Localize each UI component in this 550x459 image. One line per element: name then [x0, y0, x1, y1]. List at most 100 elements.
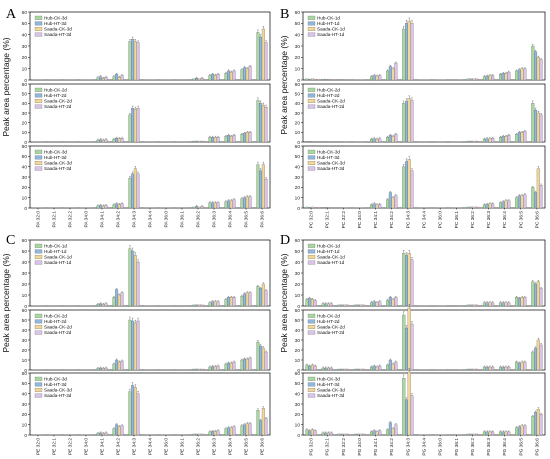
bar-pg-36-1-s1: [450, 369, 454, 371]
bar-pe-34-2-s2: [115, 359, 119, 371]
y-tick-label: 30: [295, 111, 301, 117]
bar-pc-36-2-s4: [475, 206, 479, 209]
bar-pe-34-3-s1: [128, 391, 132, 436]
legend-label: Saada-HT-1d: [317, 260, 345, 265]
bar-pe-34-3-s1: [128, 319, 132, 371]
bar-pg-32-0-s1: [305, 299, 309, 307]
bar-pa-34-1-s2: [99, 139, 103, 143]
y-tick-label: 60: [22, 308, 28, 314]
bar-pa-36-3-s3: [213, 75, 217, 81]
bar-pg-36-3-s4: [491, 431, 495, 436]
bar-pc-36-5-s3: [520, 68, 524, 81]
bar-pe-36-2-s2: [195, 433, 199, 436]
x-tick-label: PC 32:1: [325, 211, 331, 229]
bar-pe-36-4-s1: [224, 363, 228, 371]
bar-pe-36-5-s3: [245, 292, 249, 307]
x-tick-label: PA 36:4: [228, 211, 234, 228]
panel-letter-b: B: [280, 7, 289, 22]
x-tick-label: PG 34:3: [405, 438, 411, 456]
y-tick-label: 60: [295, 144, 301, 150]
bar-pe-36-2-s4: [200, 368, 204, 371]
bar-pe-36-2-s4: [200, 433, 204, 436]
bar-pa-34-1-s4: [104, 139, 108, 143]
bar-pg-36-3-s3: [488, 302, 492, 307]
bar-pc-32-0-s3: [310, 141, 314, 143]
bar-pc-34-3-s3: [407, 159, 411, 209]
bar-pe-36-2-s1: [192, 368, 196, 371]
y-tick-label: 50: [295, 249, 301, 255]
subplot-c-1: 0 10 20 30 40 50 60 Hub-CK-1dHub-HT-1dSaada-CK-…: [22, 238, 271, 310]
bar-pa-34-1-s3: [101, 205, 105, 209]
bar-pa-36-6-s2: [259, 103, 263, 143]
y-tick-label: 50: [22, 91, 28, 97]
x-tick-label: PA 36:5: [244, 211, 250, 228]
bar-pg-34-3-s3: [407, 253, 411, 307]
bar-pc-36-6-s2: [534, 51, 538, 81]
bar-pe-36-5-s4: [248, 423, 252, 436]
bar-pc-36-3-s4: [491, 138, 495, 143]
bar-pa-34-1-s1: [96, 77, 100, 81]
y-tick-label: 40: [295, 164, 301, 170]
bar-pc-34-3-s3: [407, 20, 411, 81]
y-tick-label: 30: [295, 402, 301, 408]
bar-pe-36-3-s1: [208, 302, 212, 307]
y-tick-label: 0: [24, 304, 27, 310]
x-tick-label: PC 36:6: [534, 211, 540, 229]
legend-swatch: [34, 255, 43, 259]
bar-pe-34-1-s1: [96, 433, 100, 436]
bar-pe-34-3-s2: [131, 385, 135, 436]
bar-pc-34-2-s4: [394, 134, 398, 143]
plots-b: 0102030405060Hub-CK-1dHub-HT-1dSaada-CK-…: [295, 10, 546, 229]
bar-pg-34-0-s3: [359, 304, 363, 307]
y-tick-label: 20: [295, 348, 301, 354]
bar-pc-36-2-s2: [469, 140, 473, 143]
bar-pg-34-0-s1: [353, 433, 357, 436]
bar-pc-34-1-s4: [378, 204, 382, 209]
bar-pc-32-1-s4: [329, 79, 333, 81]
x-tick-label: PE 34:0: [84, 438, 90, 455]
bar-pa-34-2-s2: [115, 203, 119, 209]
y-tick-label: 30: [295, 271, 301, 277]
bar-pc-34-3-s2: [404, 101, 408, 143]
panel-d: D Peak area percentage (%) 0 10 20 30 40 50 60…: [279, 233, 546, 456]
bar-pg-36-5-s2: [517, 426, 521, 436]
bar-pc-36-6-s1: [531, 187, 535, 209]
bar-pg-34-2-s4: [394, 424, 398, 436]
y-tick-label: 10: [295, 130, 301, 136]
bar-pc-36-3-s1: [482, 204, 486, 209]
bar-pc-32-1-s4: [329, 207, 333, 209]
bar-pg-34-2-s2: [388, 422, 392, 436]
y-tick-label: 20: [295, 55, 301, 61]
bar-pe-36-5-s2: [243, 358, 247, 371]
bar-pa-36-4-s1: [224, 73, 228, 81]
y-tick-label: 40: [22, 328, 28, 334]
y-tick-label: 30: [22, 402, 28, 408]
bar-pa-36-2-s1: [192, 78, 196, 81]
bar-pc-34-2-s2: [388, 192, 392, 209]
bar-pc-36-2-s3: [472, 206, 476, 209]
legend-swatch: [34, 149, 43, 154]
bar-pc-34-2-s1: [386, 199, 390, 209]
bar-pa-36-2-s2: [195, 206, 199, 209]
bar-pe-34-1-s1: [96, 368, 100, 371]
bar-pe-36-2-s1: [192, 433, 196, 436]
bar-pa-34-2-s2: [115, 138, 119, 143]
bar-pg-34-3-s3: [407, 371, 411, 436]
bar-pc-36-6-s4: [539, 59, 543, 81]
bar-pc-36-4-s1: [499, 202, 503, 209]
bar-pc-36-3-s1: [482, 138, 486, 143]
y-axis-label-a: Peak area percentage (%): [1, 37, 11, 136]
bar-pe-36-2-s3: [197, 304, 201, 307]
bar-pg-36-1-s3: [456, 434, 460, 436]
bar-pc-34-3-s4: [410, 170, 414, 209]
y-tick-label: 50: [22, 381, 28, 387]
bar-pc-34-3-s1: [402, 103, 406, 143]
y-tick-label: 0: [24, 140, 27, 146]
legend-swatch: [34, 243, 43, 248]
bar-pg-34-1-s2: [372, 430, 376, 436]
y-tick-label: 30: [22, 271, 28, 277]
bar-pg-36-4-s2: [501, 366, 505, 371]
bar-pc-36-3-s2: [485, 138, 489, 143]
